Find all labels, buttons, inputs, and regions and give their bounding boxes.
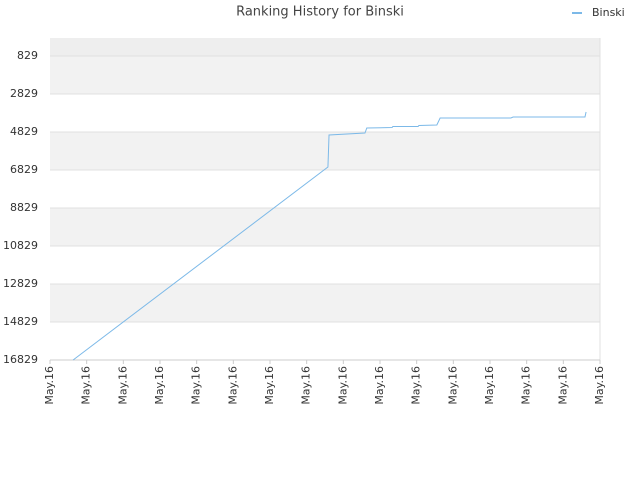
x-tick-label: May.16 (116, 366, 129, 405)
y-tick-label: 14829 (3, 315, 38, 328)
x-tick-label: May.16 (80, 366, 93, 405)
y-tick-label: 12829 (3, 277, 38, 290)
x-tick-label: May.16 (556, 366, 569, 405)
x-tick-label: May.16 (410, 366, 423, 405)
y-tick-label: 10829 (3, 239, 38, 252)
y-tick-label: 16829 (3, 353, 38, 366)
data-line (72, 111, 587, 361)
y-tick-label: 4829 (10, 125, 38, 138)
x-tick-label: May.16 (336, 366, 349, 405)
plot-band (50, 131, 600, 170)
y-tick-label: 6829 (10, 163, 38, 176)
x-tick-label: May.16 (226, 366, 239, 405)
x-tick-label: May.16 (300, 366, 313, 405)
plot-band (50, 283, 600, 322)
plot-band (50, 38, 600, 56)
y-tick-label: 829 (17, 49, 38, 62)
plot-band (50, 55, 600, 94)
y-tick-label: 8829 (10, 201, 38, 214)
x-tick-label: May.16 (520, 366, 533, 405)
x-tick-label: May.16 (446, 366, 459, 405)
x-tick-label: May.16 (373, 366, 386, 405)
x-tick-label: May.16 (153, 366, 166, 405)
chart-title: Ranking History for Binski (236, 5, 404, 20)
plot-band (50, 207, 600, 246)
x-tick-label: May.16 (190, 366, 203, 405)
legend-label: Binski (592, 6, 625, 19)
y-tick-label: 2829 (10, 87, 38, 100)
x-tick-label: May.16 (483, 366, 496, 405)
x-tick-label: May.16 (263, 366, 276, 405)
x-tick-label: May.16 (43, 366, 56, 405)
x-tick-label: May.16 (593, 366, 606, 405)
